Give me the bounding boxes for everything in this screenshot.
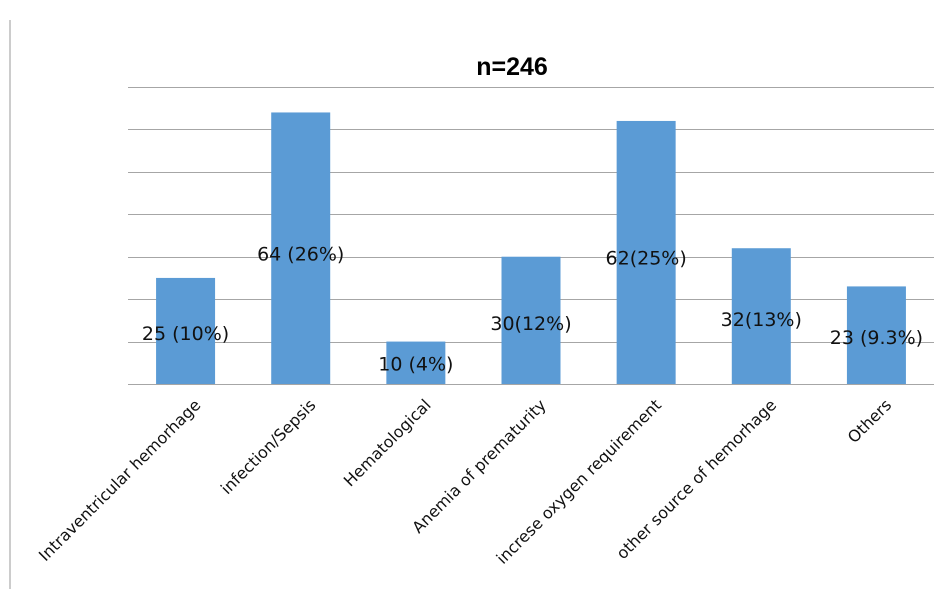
category-tick-label: infection/Sepsis xyxy=(217,395,320,498)
category-tick-label: Anemia of prematurity xyxy=(408,395,550,537)
bar xyxy=(616,120,676,384)
chart-title: n=246 xyxy=(476,53,548,81)
category-tick-labels: Intraventricular hemorhage infection/Seps… xyxy=(35,395,895,567)
data-labels: 25 (10%) 64 (26%) 10 (4%) 30(12%) 62(25%) 32(… xyxy=(142,244,923,376)
category-tick-label: Hematological xyxy=(340,395,435,490)
data-label: 62(25%) xyxy=(606,248,687,270)
bar xyxy=(156,277,216,384)
data-label: 25 (10%) xyxy=(142,323,229,345)
data-label: 23 (9.3%) xyxy=(830,327,923,349)
bar xyxy=(731,248,791,384)
data-label: 10 (4%) xyxy=(378,354,453,376)
data-label: 30(12%) xyxy=(490,313,571,335)
data-label: 32(13%) xyxy=(721,309,802,331)
bar xyxy=(501,256,561,384)
bar xyxy=(846,286,906,384)
data-label: 64 (26%) xyxy=(257,244,344,266)
bar xyxy=(386,341,446,384)
category-tick-label: Intraventricular hemorhage xyxy=(35,395,205,565)
bars xyxy=(156,112,906,384)
category-tick-label: Others xyxy=(844,395,895,446)
bar xyxy=(271,112,331,384)
